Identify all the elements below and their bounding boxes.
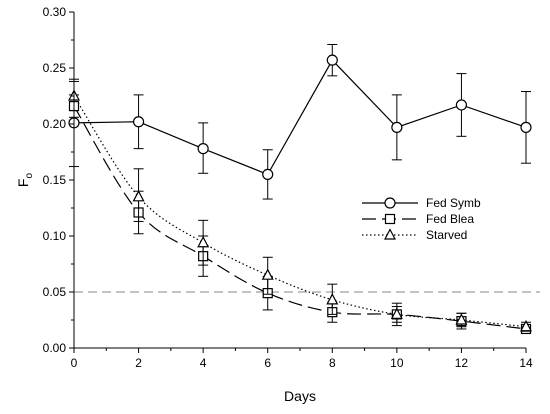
data-point-circle xyxy=(197,143,209,155)
data-point-circle xyxy=(455,99,468,111)
x-tick-label: 8 xyxy=(329,356,336,370)
data-point-triangle xyxy=(520,319,532,332)
data-point-triangle xyxy=(197,235,210,248)
legend-label: Fed Blea xyxy=(426,212,474,226)
y-tick-label: 0.30 xyxy=(43,5,67,19)
x-tick-label: 14 xyxy=(519,356,533,370)
series-layer xyxy=(68,43,532,335)
y-tick-label: 0.00 xyxy=(43,341,67,355)
x-tick-label: 6 xyxy=(264,356,271,370)
series-line xyxy=(73,59,527,176)
x-axis-label: Days xyxy=(284,388,316,404)
data-point-triangle xyxy=(455,313,468,325)
y-tick-label: 0.20 xyxy=(43,117,67,131)
legend-marker-square xyxy=(384,213,396,225)
legend-marker-triangle xyxy=(384,228,396,240)
y-tick-label: 0.25 xyxy=(43,61,67,75)
data-point-circle xyxy=(520,121,532,133)
data-point-circle xyxy=(391,121,403,133)
data-point-triangle xyxy=(390,307,403,319)
y-axis-label-main: F xyxy=(15,179,31,188)
data-point-circle xyxy=(326,54,338,66)
legend-label: Fed Symb xyxy=(426,196,481,210)
legend-entry: Starved xyxy=(362,228,467,242)
legend-label: Starved xyxy=(426,228,467,242)
y-tick-label: 0.10 xyxy=(43,229,67,243)
data-point-circle xyxy=(132,116,145,128)
y-tick-label: 0.05 xyxy=(43,285,67,299)
data-point-triangle xyxy=(132,190,145,202)
legend-entry: Fed Blea xyxy=(362,212,474,226)
data-point-triangle xyxy=(326,293,339,305)
x-tick-label: 10 xyxy=(390,356,404,370)
x-tick-label: 4 xyxy=(200,356,207,370)
y-axis-label: Fo xyxy=(15,173,35,188)
series-starved xyxy=(68,80,532,332)
legend-entry: Fed Symb xyxy=(362,196,481,210)
x-tick-label: 12 xyxy=(455,356,469,370)
data-point-triangle xyxy=(261,268,274,280)
y-tick-label: 0.15 xyxy=(43,173,67,187)
axes-layer: 0 2 4 6 8 10 12 14 0.00 0.05 0.10 0.15 0.20 0.25 0.30 xyxy=(43,5,533,370)
legend-marker-circle xyxy=(384,197,396,209)
x-tick-label: 2 xyxy=(135,356,142,370)
series-fed-symb xyxy=(68,43,532,200)
data-point-circle xyxy=(262,168,274,180)
legend: Fed Symb Fed Blea Starved xyxy=(362,196,481,242)
x-tick-label: 0 xyxy=(71,356,78,370)
y-axis-label-subscript: o xyxy=(24,173,35,179)
